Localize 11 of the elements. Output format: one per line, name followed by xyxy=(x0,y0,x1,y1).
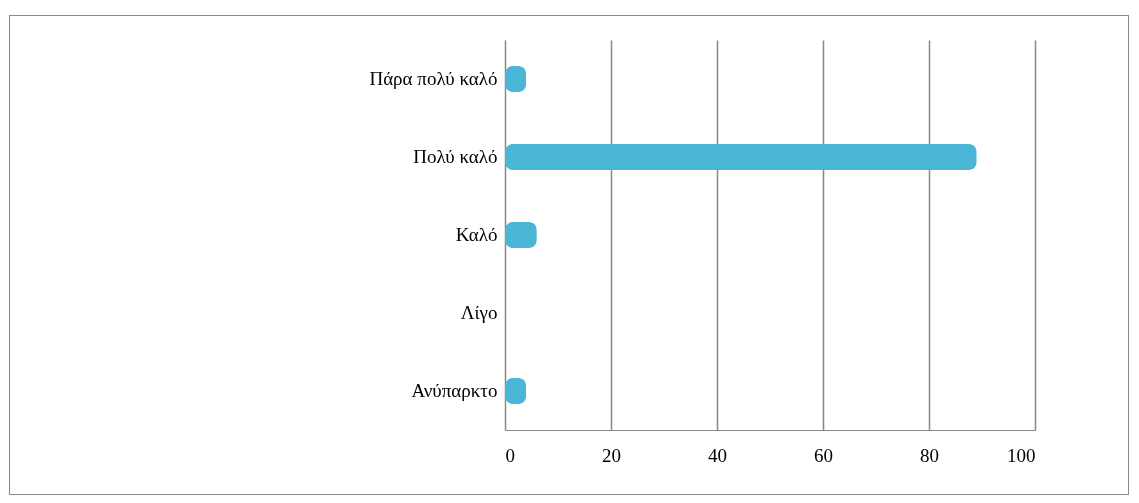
y-tick-label: Λίγο xyxy=(460,302,498,323)
y-tick-label: Καλό xyxy=(455,224,498,245)
x-tick-label: 100 xyxy=(1007,444,1036,466)
x-tick-label: 60 xyxy=(814,444,833,466)
x-tick-label: 40 xyxy=(708,444,727,466)
y-tick-label: Ανύπαρκτο xyxy=(411,380,498,401)
y-tick-label: Πάρα πολύ καλό xyxy=(369,68,498,89)
x-tick-label: 80 xyxy=(920,444,939,466)
y-tick-label: Πολύ καλό xyxy=(413,146,498,167)
x-tick-label: 0 xyxy=(505,444,515,466)
x-tick-label: 20 xyxy=(602,444,621,466)
